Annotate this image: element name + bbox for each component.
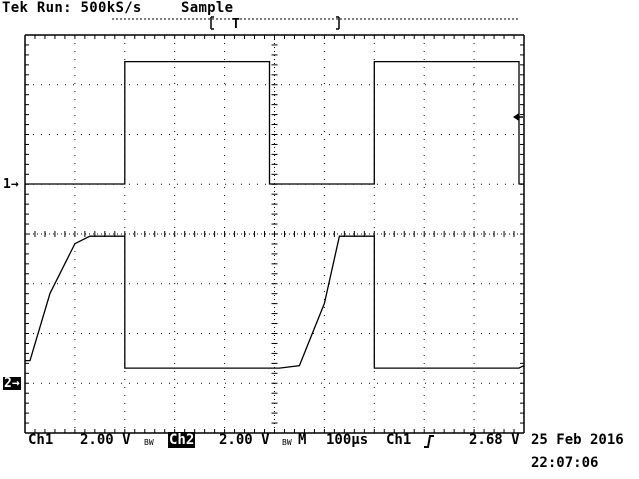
- date: 25 Feb 2016: [531, 432, 624, 448]
- ch1-ground-marker: 1→: [3, 177, 19, 192]
- ch1-label: Ch1: [28, 432, 54, 448]
- ch1-trace: [25, 60, 524, 185]
- ch2-ground-marker: 2→: [3, 376, 21, 391]
- ch1-scale: 2.00 V: [80, 432, 131, 448]
- timebase-label: M: [298, 432, 307, 448]
- bandwidth-limit-icon: BW: [144, 438, 154, 447]
- status-bar: Tek Run: 500kS/s Sample T: [0, 0, 639, 30]
- ch2-trace: [25, 235, 525, 369]
- graticule: [24, 34, 525, 434]
- trigger-window-indicator: T: [112, 16, 520, 30]
- ch2-label: Ch2: [168, 432, 196, 448]
- trigger-level: 2.68 V: [469, 432, 520, 448]
- settings-readout: Ch1 2.00 V BW Ch2 2.00 V BW M 100µs Ch1 …: [0, 431, 639, 479]
- time: 22:07:06: [531, 455, 599, 471]
- trigger-marker: T: [232, 17, 240, 30]
- bandwidth-limit-icon: BW: [282, 438, 292, 447]
- timebase-value: 100µs: [326, 432, 369, 448]
- rising-edge-icon: [424, 435, 434, 448]
- trigger-level-arrow-icon: [513, 113, 523, 121]
- run-status: Tek Run: 500kS/s: [2, 0, 142, 16]
- ch2-scale: 2.00 V: [219, 432, 270, 448]
- trigger-source: Ch1: [386, 432, 412, 448]
- acquisition-mode: Sample: [181, 0, 234, 16]
